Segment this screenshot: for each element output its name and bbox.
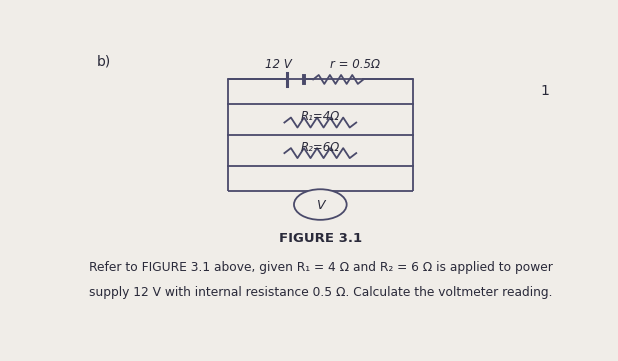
Text: R₂=6Ω: R₂=6Ω — [301, 140, 340, 154]
Text: 1: 1 — [540, 84, 549, 97]
Text: FIGURE 3.1: FIGURE 3.1 — [279, 232, 362, 245]
Text: V: V — [316, 199, 324, 212]
Text: 12 V: 12 V — [265, 58, 292, 71]
Text: b): b) — [96, 55, 111, 68]
Text: supply 12 V with internal resistance 0.5 Ω. Calculate the voltmeter reading.: supply 12 V with internal resistance 0.5… — [89, 286, 552, 299]
Text: r = 0.5Ω: r = 0.5Ω — [330, 58, 380, 71]
Text: Refer to FIGURE 3.1 above, given R₁ = 4 Ω and R₂ = 6 Ω is applied to power: Refer to FIGURE 3.1 above, given R₁ = 4 … — [89, 261, 553, 274]
Text: R₁=4Ω: R₁=4Ω — [301, 110, 340, 123]
Circle shape — [294, 189, 347, 220]
